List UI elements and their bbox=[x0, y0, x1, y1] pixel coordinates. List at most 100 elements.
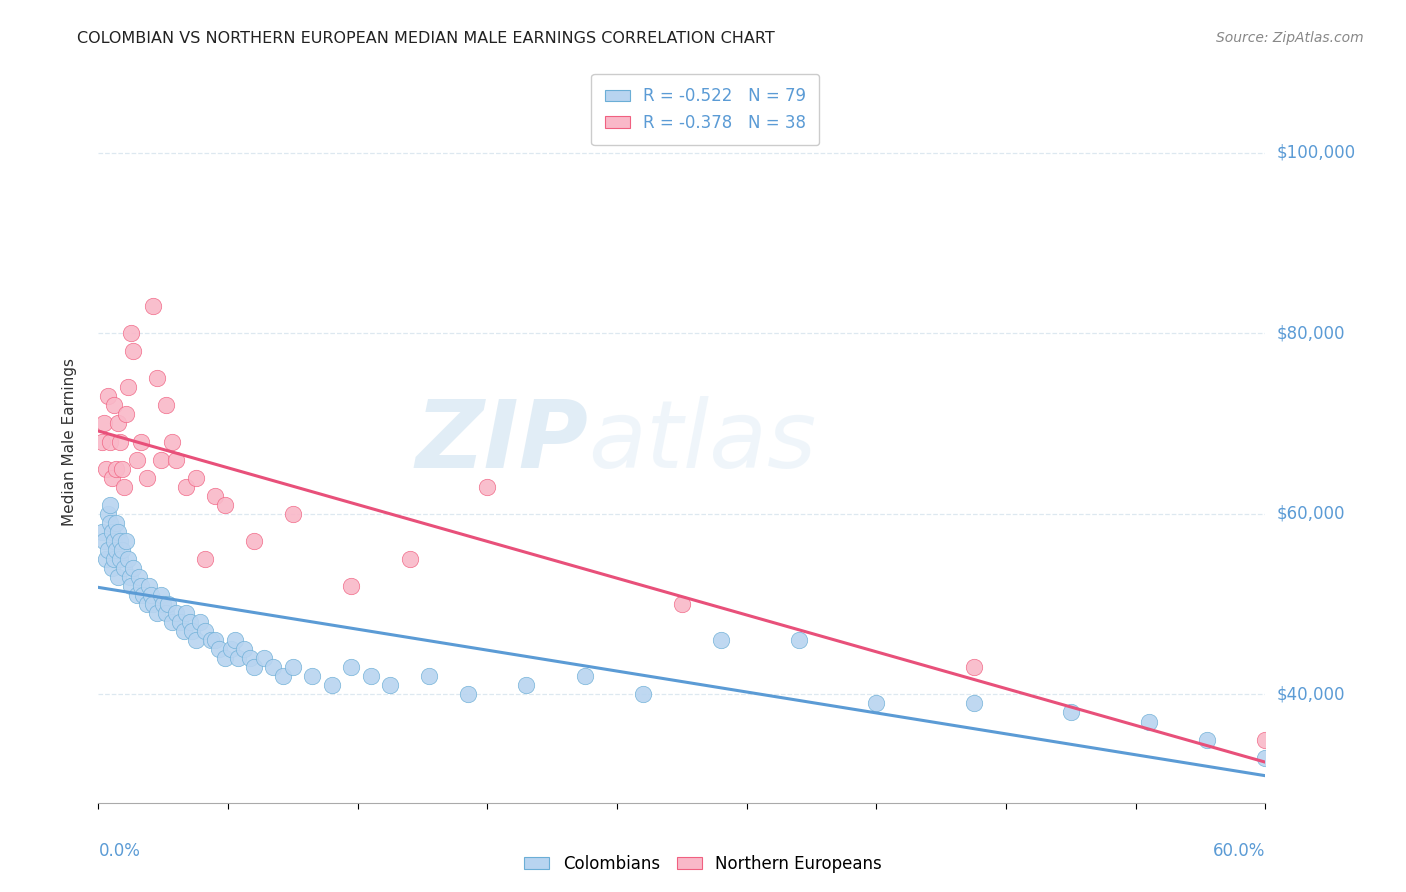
Point bbox=[129, 579, 152, 593]
Point bbox=[108, 434, 131, 449]
Point bbox=[97, 507, 120, 521]
Text: $60,000: $60,000 bbox=[1277, 505, 1346, 523]
Point bbox=[98, 516, 121, 530]
Point bbox=[194, 624, 217, 639]
Point bbox=[162, 434, 184, 449]
Point bbox=[214, 651, 236, 665]
Point bbox=[1060, 706, 1083, 720]
Text: $80,000: $80,000 bbox=[1277, 324, 1346, 343]
Point bbox=[101, 561, 124, 575]
Point bbox=[321, 678, 343, 692]
Point bbox=[97, 389, 120, 403]
Point bbox=[380, 678, 402, 692]
Point bbox=[96, 552, 118, 566]
Point bbox=[180, 624, 202, 639]
Point bbox=[112, 561, 135, 575]
Point bbox=[103, 398, 125, 412]
Point bbox=[574, 669, 596, 683]
Point bbox=[194, 552, 217, 566]
Point bbox=[340, 660, 363, 674]
Point bbox=[97, 542, 120, 557]
Point bbox=[787, 633, 810, 648]
Text: $40,000: $40,000 bbox=[1277, 685, 1346, 704]
Point bbox=[1137, 714, 1160, 729]
Point bbox=[136, 597, 159, 611]
Point bbox=[129, 434, 152, 449]
Point bbox=[103, 533, 125, 548]
Point bbox=[118, 570, 141, 584]
Point bbox=[128, 570, 150, 584]
Point bbox=[111, 542, 134, 557]
Point bbox=[671, 597, 693, 611]
Point bbox=[360, 669, 382, 683]
Point bbox=[91, 434, 114, 449]
Point bbox=[224, 633, 246, 648]
Text: $100,000: $100,000 bbox=[1277, 144, 1355, 161]
Point bbox=[104, 516, 127, 530]
Text: 60.0%: 60.0% bbox=[1213, 842, 1265, 860]
Point bbox=[340, 579, 363, 593]
Point bbox=[122, 344, 145, 359]
Point bbox=[112, 480, 135, 494]
Point bbox=[418, 669, 440, 683]
Text: Source: ZipAtlas.com: Source: ZipAtlas.com bbox=[1216, 31, 1364, 45]
Point bbox=[271, 669, 294, 683]
Point bbox=[174, 480, 197, 494]
Point bbox=[104, 542, 127, 557]
Point bbox=[149, 588, 172, 602]
Point bbox=[281, 660, 304, 674]
Point bbox=[149, 452, 172, 467]
Point bbox=[107, 524, 129, 539]
Point bbox=[865, 697, 887, 711]
Point bbox=[243, 660, 266, 674]
Point bbox=[107, 417, 129, 431]
Point bbox=[165, 452, 187, 467]
Point bbox=[219, 642, 242, 657]
Point bbox=[155, 398, 177, 412]
Point bbox=[111, 461, 134, 475]
Point bbox=[204, 489, 226, 503]
Point bbox=[477, 480, 499, 494]
Point bbox=[98, 498, 121, 512]
Point bbox=[146, 371, 169, 385]
Point bbox=[162, 615, 184, 630]
Point bbox=[188, 615, 211, 630]
Point bbox=[121, 579, 143, 593]
Point bbox=[208, 642, 231, 657]
Point bbox=[398, 552, 420, 566]
Point bbox=[107, 570, 129, 584]
Point bbox=[138, 579, 160, 593]
Point bbox=[127, 588, 149, 602]
Point bbox=[98, 434, 121, 449]
Point bbox=[142, 299, 165, 313]
Point bbox=[174, 606, 197, 620]
Point bbox=[169, 615, 191, 630]
Point bbox=[184, 471, 207, 485]
Point bbox=[121, 326, 143, 341]
Point bbox=[962, 697, 984, 711]
Point bbox=[108, 552, 131, 566]
Point bbox=[132, 588, 155, 602]
Point bbox=[214, 498, 236, 512]
Point bbox=[93, 417, 115, 431]
Point bbox=[127, 452, 149, 467]
Point bbox=[228, 651, 250, 665]
Point bbox=[146, 606, 169, 620]
Point bbox=[631, 687, 654, 701]
Legend: R = -0.522   N = 79, R = -0.378   N = 38: R = -0.522 N = 79, R = -0.378 N = 38 bbox=[592, 74, 820, 145]
Point bbox=[165, 606, 187, 620]
Point bbox=[173, 624, 195, 639]
Point bbox=[515, 678, 537, 692]
Point bbox=[114, 533, 136, 548]
Point bbox=[157, 597, 180, 611]
Point bbox=[710, 633, 733, 648]
Point bbox=[152, 597, 174, 611]
Text: 0.0%: 0.0% bbox=[98, 842, 141, 860]
Point bbox=[103, 552, 125, 566]
Y-axis label: Median Male Earnings: Median Male Earnings bbox=[62, 358, 77, 525]
Point bbox=[91, 524, 114, 539]
Point bbox=[179, 615, 201, 630]
Point bbox=[1254, 750, 1277, 764]
Point bbox=[281, 507, 304, 521]
Point bbox=[122, 561, 145, 575]
